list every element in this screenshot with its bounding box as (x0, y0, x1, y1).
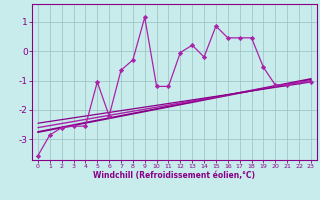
X-axis label: Windchill (Refroidissement éolien,°C): Windchill (Refroidissement éolien,°C) (93, 171, 255, 180)
